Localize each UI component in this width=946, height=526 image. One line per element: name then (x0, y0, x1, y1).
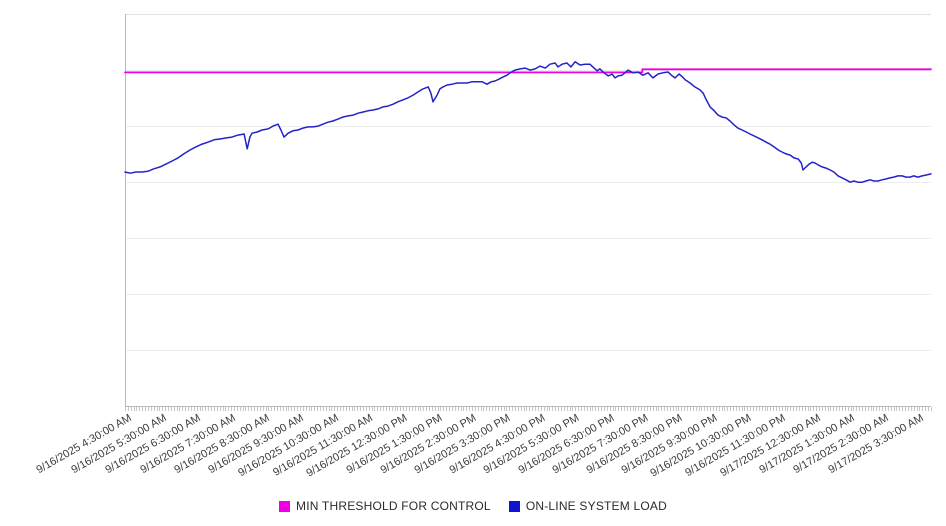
legend-label-system-load: ON-LINE SYSTEM LOAD (525, 499, 667, 513)
legend-item-system-load[interactable]: ON-LINE SYSTEM LOAD (508, 499, 667, 513)
system-load-swatch-icon (508, 500, 520, 512)
series-line-system-load (124, 61, 932, 183)
legend-label-min-threshold: MIN THRESHOLD FOR CONTROL (296, 499, 491, 513)
legend: MIN THRESHOLD FOR CONTROL ON-LINE SYSTEM… (0, 499, 946, 513)
legend-item-min-threshold[interactable]: MIN THRESHOLD FOR CONTROL (279, 499, 491, 513)
min-threshold-swatch-icon (279, 500, 291, 512)
x-axis-minor-ticks (125, 407, 932, 411)
series-line-min-threshold (124, 68, 932, 74)
